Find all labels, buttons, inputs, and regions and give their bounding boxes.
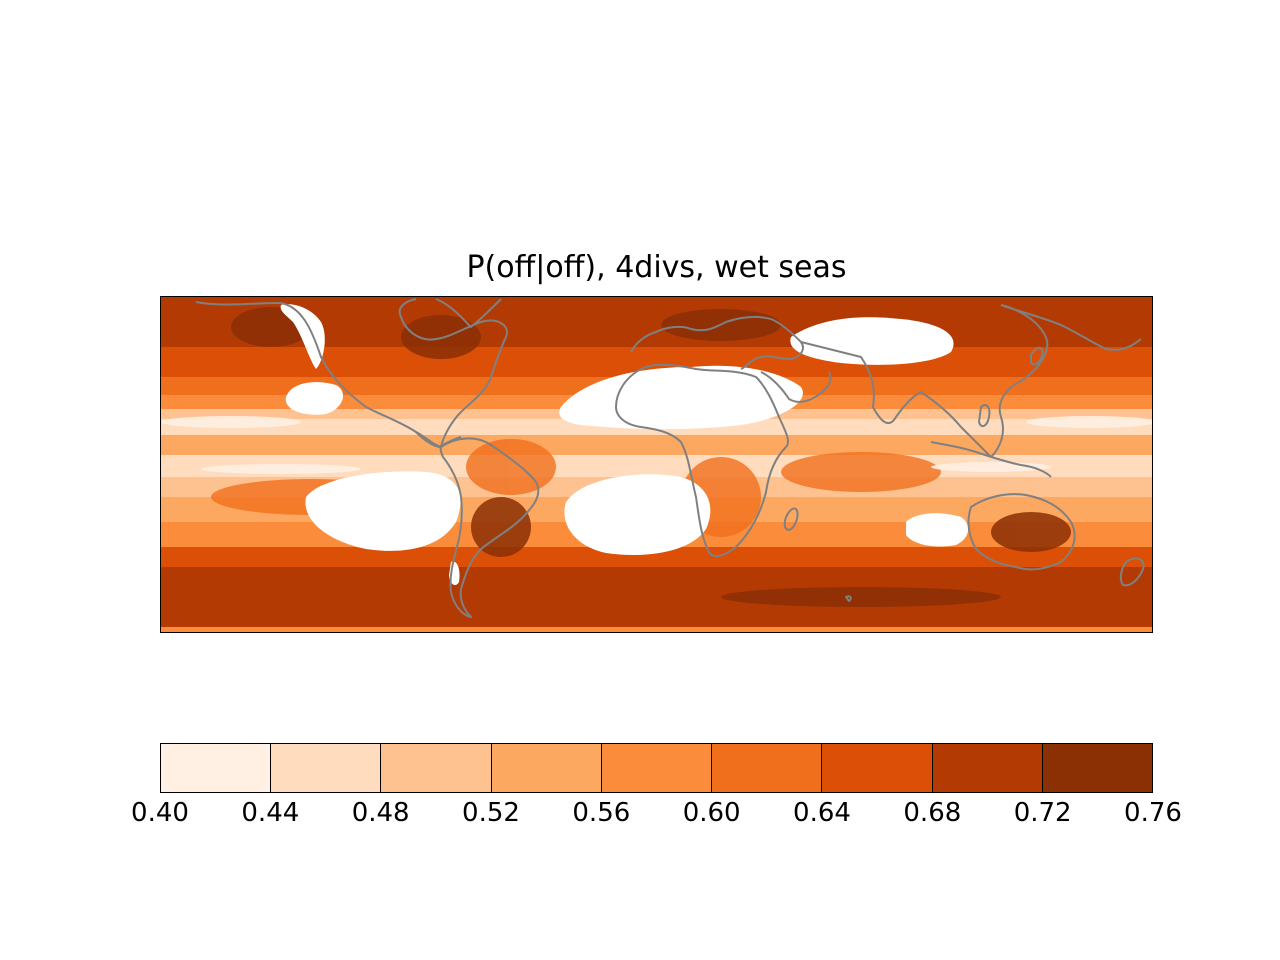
coast-philippines xyxy=(978,404,991,428)
coast-antarctic-islands xyxy=(845,595,852,602)
sahara-region xyxy=(559,365,803,430)
australia-west-region xyxy=(906,513,969,547)
coast-north-america xyxy=(195,298,508,448)
south-pacific-region xyxy=(305,471,461,551)
colorbar-tick-label: 0.52 xyxy=(462,798,520,828)
world-map-panel xyxy=(160,296,1153,633)
coast-south-america xyxy=(439,437,540,618)
patch-australia xyxy=(991,512,1071,552)
colorbar-swatch xyxy=(491,744,602,792)
colorbar-tick-label: 0.48 xyxy=(351,798,410,828)
colorbar-tick-label: 0.44 xyxy=(241,798,300,828)
colorbar-tick-label: 0.68 xyxy=(903,798,962,828)
colorbar-swatch xyxy=(271,744,382,792)
equatorial-streaks xyxy=(161,416,1152,474)
patch-southern-ocean xyxy=(721,587,1001,607)
colorbar xyxy=(160,743,1153,793)
band-north-polar xyxy=(161,297,1152,347)
colorbar-tick-label: 0.56 xyxy=(572,798,631,828)
coast-central-america xyxy=(415,431,462,448)
patch-indian-ocean xyxy=(781,452,941,492)
colorbar-swatch xyxy=(822,744,933,792)
central-asia-region xyxy=(790,317,954,365)
dark-patches xyxy=(231,307,1071,607)
pacific-n-region xyxy=(285,382,344,415)
coastlines xyxy=(195,298,1145,618)
colorbar-swatch xyxy=(601,744,713,792)
colorbar-swatch xyxy=(1042,744,1152,792)
streak-pacific-s xyxy=(201,464,361,474)
coast-madagascar xyxy=(783,507,799,531)
south-atlantic-region xyxy=(564,474,711,556)
colorbar-swatch xyxy=(381,744,492,792)
dry-regions xyxy=(280,304,969,586)
streak-west xyxy=(161,416,301,428)
coast-asia xyxy=(800,304,1049,458)
colorbar-swatch xyxy=(161,744,272,792)
coast-japan xyxy=(1030,346,1044,366)
map-svg xyxy=(161,297,1152,632)
colorbar-swatch xyxy=(712,744,823,792)
coast-greenland xyxy=(435,298,502,328)
map-title: P(off|off), 4divs, wet seas xyxy=(466,250,847,285)
alaska-white xyxy=(280,304,325,369)
colorbar-swatch xyxy=(932,744,1043,792)
patch-south-america xyxy=(471,497,531,557)
colorbar-tick-labels: 0.40 0.44 0.48 0.52 0.56 0.60 0.64 0.68 0.72 0.76 xyxy=(131,798,1182,834)
coast-east-asia xyxy=(1000,304,1142,351)
colorbar-tick-label: 0.76 xyxy=(1124,798,1182,828)
colorbar-tick-label: 0.72 xyxy=(1013,798,1072,828)
band-south-high xyxy=(161,547,1152,567)
streak-east xyxy=(1026,416,1152,428)
band-south-edge xyxy=(161,627,1152,632)
band-itcz xyxy=(161,435,1152,455)
patch-amazon xyxy=(466,439,556,495)
coast-arabia xyxy=(760,371,832,403)
band-southern-ocean xyxy=(161,567,1152,627)
coast-australia xyxy=(967,493,1076,571)
coast-indonesia xyxy=(930,441,1052,478)
colorbar-tick-label: 0.60 xyxy=(682,798,741,828)
colorbar-tick-label: 0.40 xyxy=(131,798,189,828)
coast-africa xyxy=(615,363,789,558)
coast-new-zealand xyxy=(1119,557,1145,587)
coast-europe xyxy=(630,315,804,370)
colorbar-tick-label: 0.64 xyxy=(793,798,851,828)
